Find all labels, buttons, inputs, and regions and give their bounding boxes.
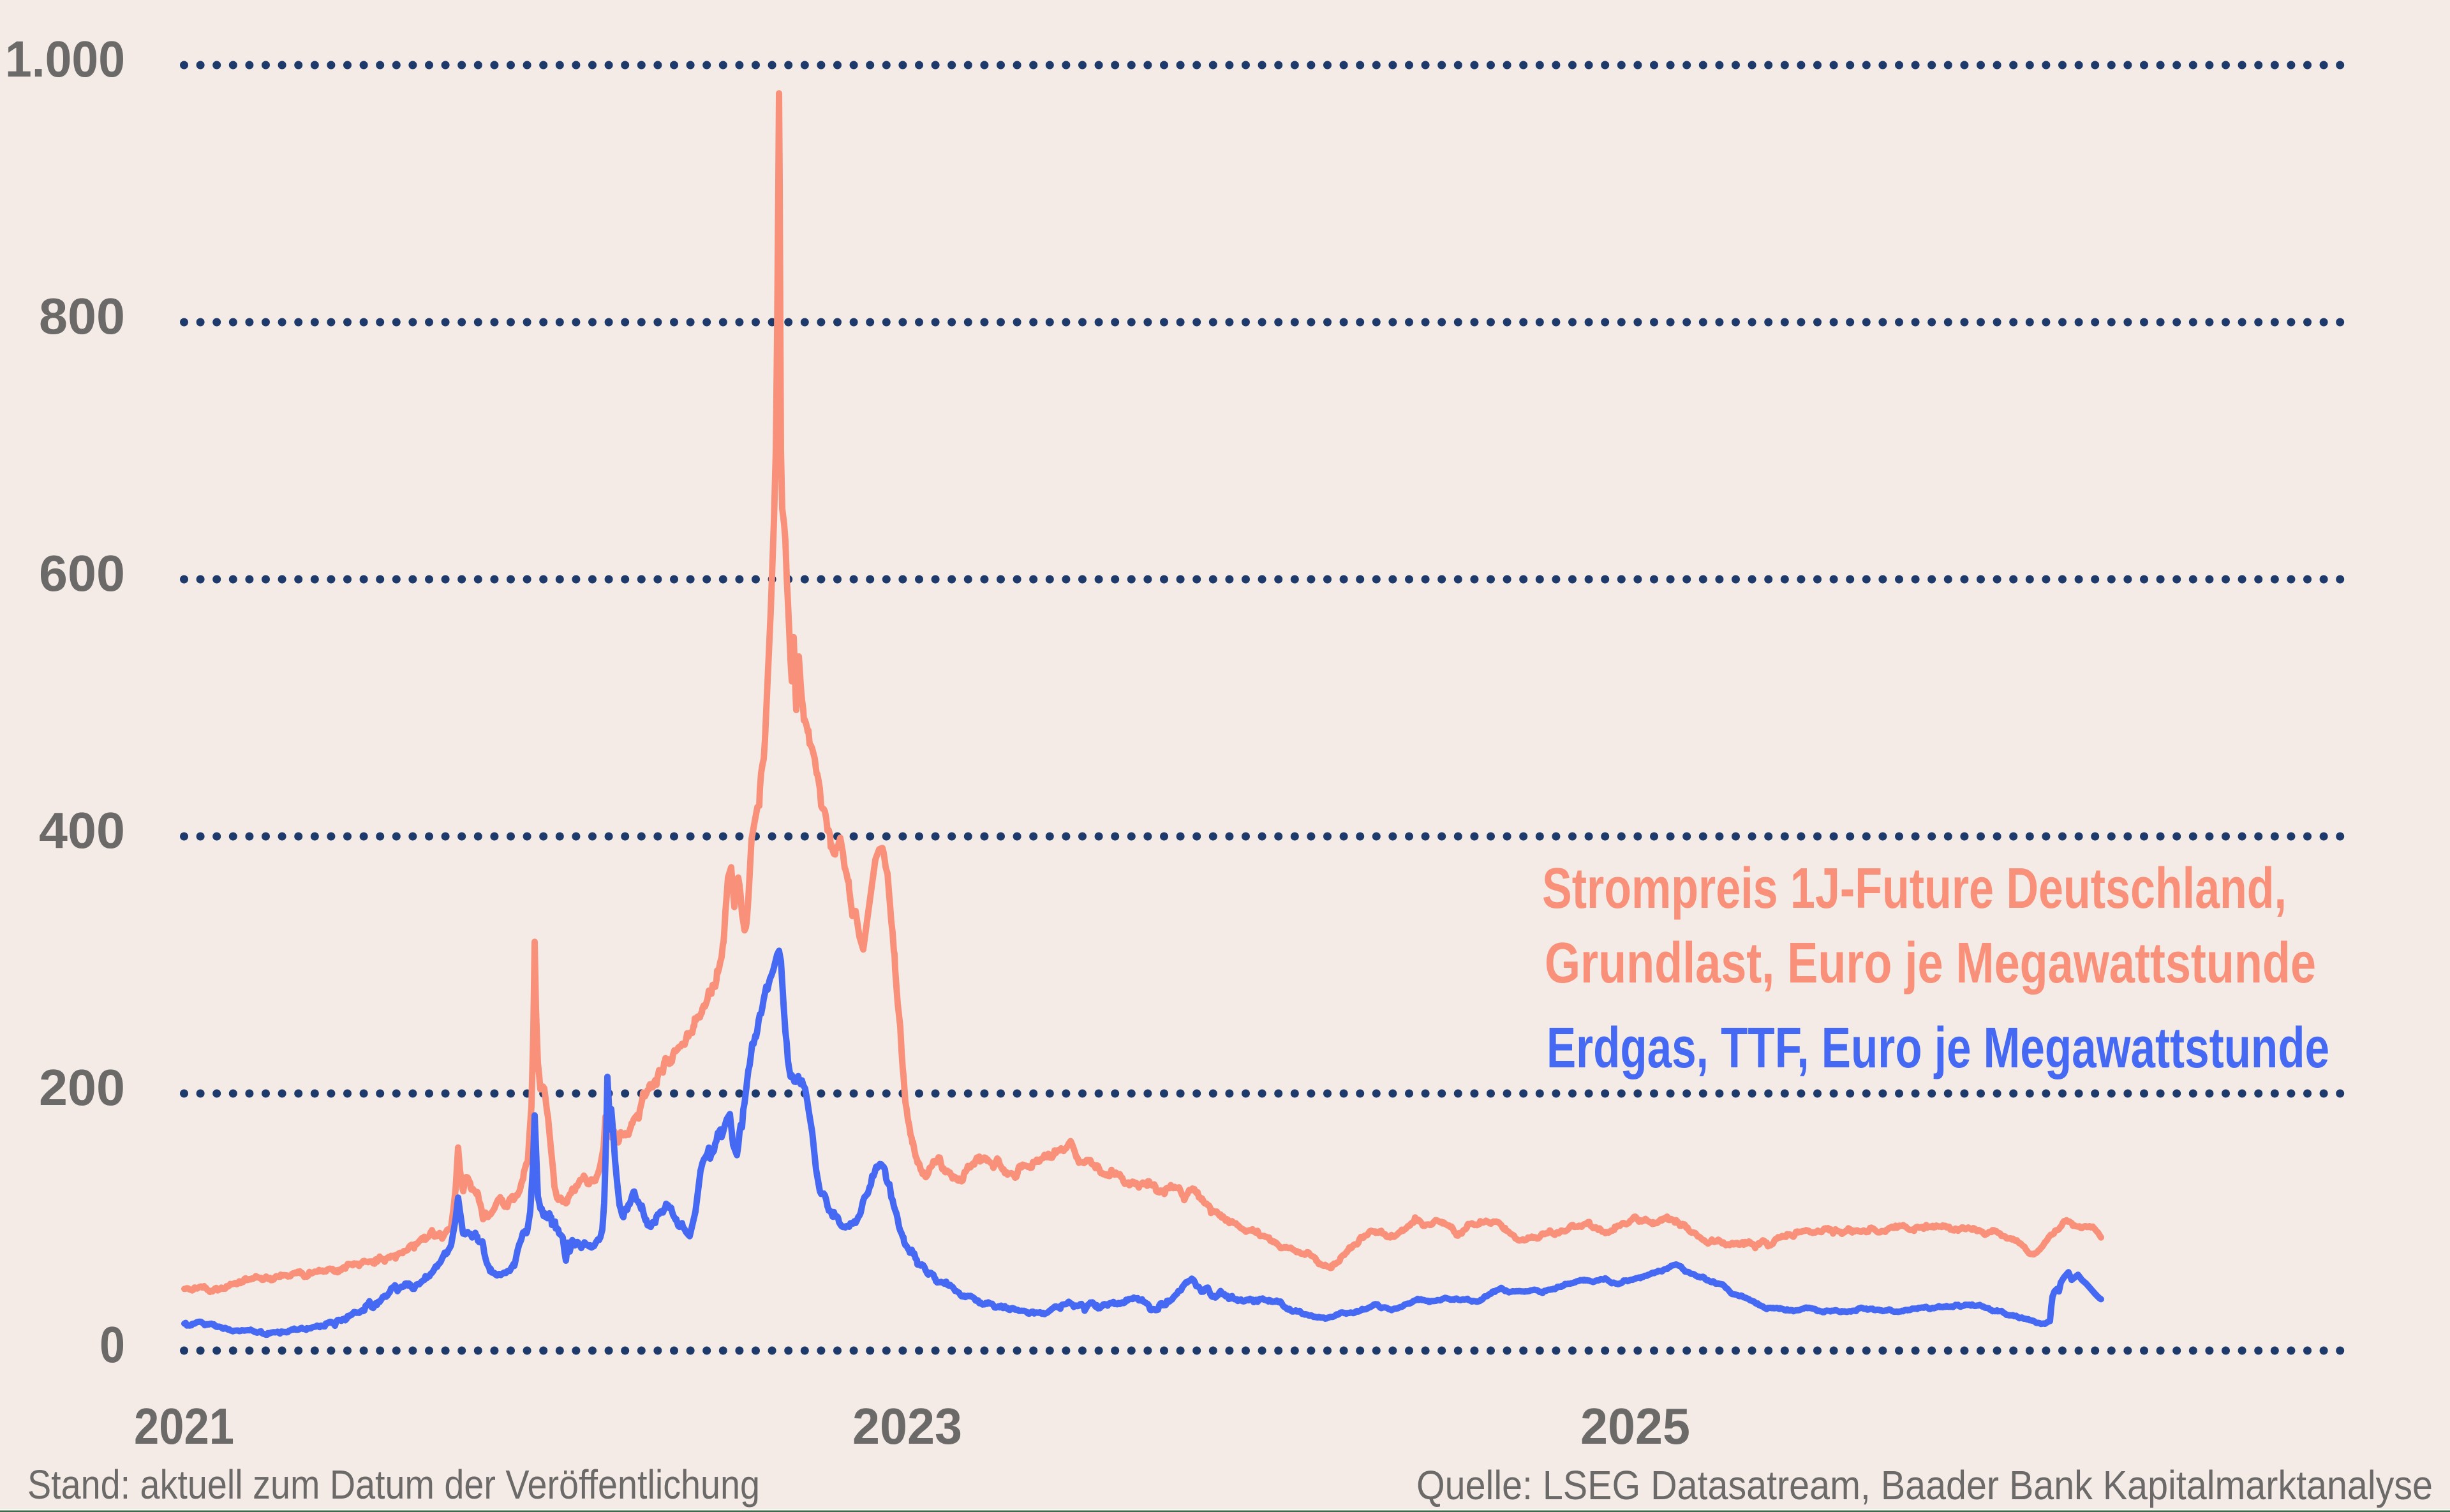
svg-text:2021: 2021	[134, 1398, 234, 1455]
svg-text:800: 800	[39, 288, 125, 345]
svg-text:Quelle: LSEG Datasatream, Baad: Quelle: LSEG Datasatream, Baader Bank Ka…	[1416, 1462, 2433, 1508]
svg-text:Grundlast, Euro je Megawattstu: Grundlast, Euro je Megawattstunde	[1545, 931, 2316, 995]
svg-text:400: 400	[39, 802, 125, 859]
svg-text:Stand: aktuell zum Datum der V: Stand: aktuell zum Datum der Veröffentli…	[27, 1462, 760, 1508]
svg-text:0: 0	[100, 1316, 125, 1373]
svg-text:Erdgas, TTF, Euro je Megawatts: Erdgas, TTF, Euro je Megawattstunde	[1547, 1016, 2329, 1080]
svg-text:200: 200	[39, 1059, 125, 1116]
svg-text:600: 600	[39, 545, 125, 602]
svg-text:Strompreis 1J-Future Deutschla: Strompreis 1J-Future Deutschland,	[1542, 857, 2287, 921]
svg-text:2025: 2025	[1580, 1398, 1690, 1455]
svg-text:2023: 2023	[852, 1398, 962, 1455]
svg-text:1.000: 1.000	[5, 31, 125, 87]
